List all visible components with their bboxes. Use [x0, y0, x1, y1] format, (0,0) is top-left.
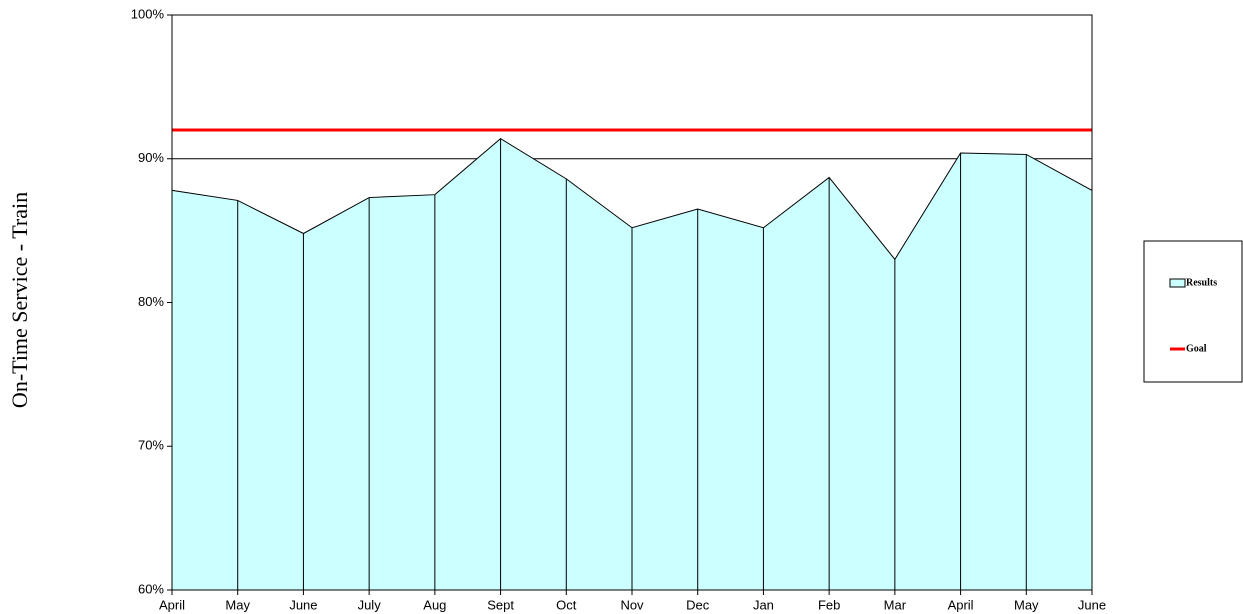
x-tick-label: Oct: [556, 597, 577, 612]
x-tick-label: Nov: [620, 597, 644, 612]
x-tick-label: Jan: [753, 597, 774, 612]
y-axis-title: On-Time Service - Train: [7, 192, 32, 408]
legend-box: [1143, 240, 1243, 383]
x-tick-label: April: [159, 597, 185, 612]
x-tick-label: Sept: [487, 597, 514, 612]
legend-label: Results: [1186, 277, 1217, 288]
y-tick-label: 90%: [138, 150, 164, 165]
x-tick-label: May: [225, 597, 250, 612]
x-tick-label: July: [358, 597, 382, 612]
x-tick-label: Feb: [818, 597, 840, 612]
x-tick-label: April: [948, 597, 974, 612]
x-tick-label: June: [1078, 597, 1106, 612]
legend-label: Goal: [1186, 343, 1207, 354]
x-tick-label: June: [289, 597, 317, 612]
x-tick-label: Dec: [686, 597, 710, 612]
x-tick-label: Mar: [884, 597, 907, 612]
y-tick-label: 70%: [138, 438, 164, 453]
y-tick-label: 60%: [138, 581, 164, 596]
legend-swatch: [1169, 278, 1186, 288]
y-tick-label: 100%: [131, 6, 165, 21]
x-tick-label: May: [1014, 597, 1039, 612]
x-tick-label: Aug: [423, 597, 446, 612]
y-tick-label: 80%: [138, 294, 164, 309]
